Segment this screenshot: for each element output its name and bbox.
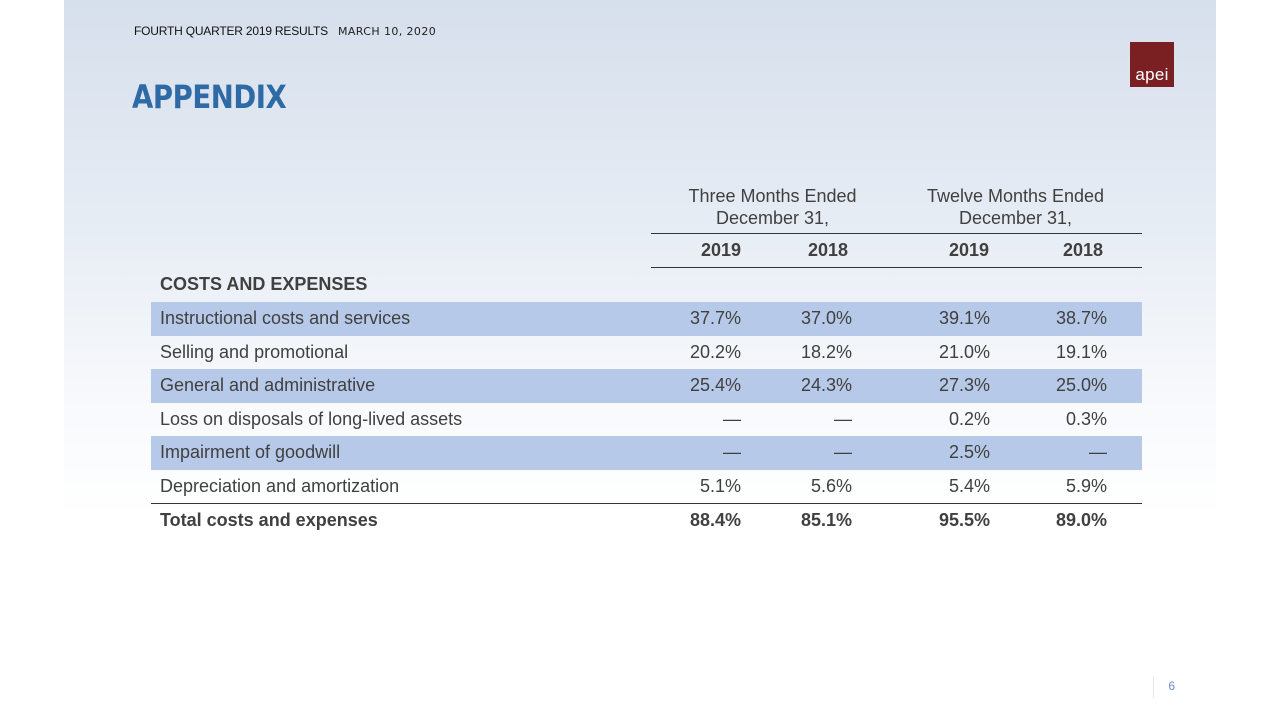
page-number: 6 — [1168, 679, 1175, 693]
year-header-row: 2019 2018 2019 2018 — [151, 233, 1143, 268]
total-value: 89.0% — [1021, 503, 1143, 537]
year-header: 2019 — [897, 233, 1022, 268]
table-body: Instructional costs and services 37.7% 37.… — [151, 302, 1143, 504]
section-label: COSTS AND EXPENSES — [160, 274, 368, 295]
logo-text: apei — [1135, 65, 1169, 84]
total-value: 85.1% — [741, 503, 865, 537]
twelve-months-line1: Twelve Months Ended — [926, 185, 1105, 206]
row-label: Depreciation and amortization — [160, 475, 400, 496]
row-value: 0.3% — [1066, 408, 1108, 429]
row-value: 2.5% — [897, 436, 1022, 470]
table-row: Depreciation and amortization 5.1% 5.6% 5.4… — [151, 470, 1142, 504]
page-number-divider — [1153, 676, 1154, 698]
row-value: 38.7% — [1021, 302, 1143, 336]
header-gap — [864, 180, 897, 234]
row-value: — — [834, 408, 853, 429]
page-title: APPENDIX — [132, 78, 287, 116]
row-value: 27.3% — [897, 369, 1022, 403]
table-row: Impairment of goodwill — —2.5% — — [151, 436, 1143, 470]
row-value: 5.9% — [1066, 475, 1108, 496]
total-value: 88.4% — [651, 503, 741, 537]
row-value: 18.2% — [800, 341, 853, 362]
slide-background — [64, 0, 1216, 720]
total-gap — [864, 503, 898, 537]
slide-header-line: FOURTH QUARTER 2019 RESULTS MARCH 10, 20… — [134, 24, 436, 40]
row-label: General and administrative — [151, 369, 651, 403]
year-header: 2018 — [1021, 233, 1143, 268]
empty-year-cell — [151, 234, 651, 268]
table-row: Selling and promotional 20.2% 18.2% 21.0% 19… — [151, 336, 1142, 370]
row-label: Instructional costs and services — [151, 302, 651, 336]
twelve-months-line2: December 31, — [958, 207, 1073, 228]
three-months-line2: December 31, — [715, 207, 830, 228]
row-label: Impairment of goodwill — [151, 436, 651, 470]
apei-logo: apei — [1130, 42, 1174, 87]
section-header-row: COSTS AND EXPENSES — [151, 268, 1142, 303]
row-value: 25.0% — [1021, 369, 1143, 403]
row-value: — — [651, 436, 741, 470]
three-months-header: Three Months Ended December 31, — [651, 180, 864, 234]
twelve-months-header: Twelve Months Ended December 31, — [897, 180, 1142, 234]
row-value: 5.6% — [810, 475, 853, 496]
row-value: 5.4% — [948, 475, 991, 496]
total-row: Total costs and expenses 88.4% 85.1% 95.… — [151, 503, 1143, 537]
year-header: 2019 — [651, 233, 741, 268]
row-value: 25.4% — [651, 369, 741, 403]
year-header: 2018 — [741, 233, 865, 268]
row-value: 0.2% — [948, 408, 991, 429]
table-row: Loss on disposals of long-lived assets — —… — [151, 403, 1142, 437]
results-label: FOURTH QUARTER 2019 RESULTS — [134, 24, 328, 38]
table-row: Instructional costs and services 37.7% 37.… — [151, 302, 1143, 336]
row-gap — [864, 403, 897, 437]
row-value: 37.7% — [651, 302, 741, 336]
row-value: — — [741, 436, 865, 470]
row-label: Selling and promotional — [160, 341, 349, 362]
table-row: General and administrative 25.4% 24.3% 27.3… — [151, 369, 1143, 403]
total-label: Total costs and expenses — [151, 503, 651, 537]
row-value: — — [1021, 436, 1143, 470]
row-value: 37.0% — [741, 302, 865, 336]
row-label: Loss on disposals of long-lived assets — [160, 408, 463, 429]
row-value: 39.1% — [897, 302, 1022, 336]
presentation-date: MARCH 10, 2020 — [337, 25, 437, 38]
total-value: 95.5% — [897, 503, 1022, 537]
row-gap — [864, 369, 898, 403]
empty-header-cell — [151, 180, 651, 234]
year-header-gap — [864, 233, 898, 268]
row-value: 19.1% — [1055, 341, 1108, 362]
row-gap — [864, 436, 898, 470]
costs-table: Three Months Ended December 31, Twelve M… — [151, 180, 1143, 537]
row-value: 20.2% — [689, 341, 741, 362]
row-value: 24.3% — [741, 369, 865, 403]
row-gap — [864, 336, 897, 370]
row-value: 5.1% — [699, 475, 741, 496]
column-group-header: Three Months Ended December 31, Twelve M… — [151, 180, 1142, 234]
row-value: — — [723, 408, 741, 429]
row-value: 21.0% — [938, 341, 991, 362]
row-gap — [864, 470, 897, 504]
three-months-line1: Three Months Ended — [688, 185, 857, 206]
row-gap — [864, 302, 898, 336]
